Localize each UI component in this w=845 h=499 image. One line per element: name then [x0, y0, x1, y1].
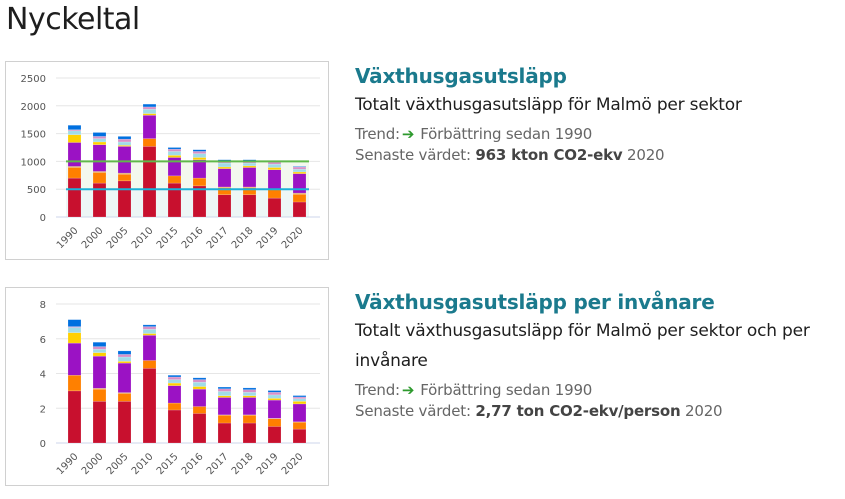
svg-text:2000: 2000 [80, 451, 106, 477]
trend-text: Förbättring sedan 1990 [420, 381, 593, 399]
latest-value: 963 kton CO2-ekv [475, 146, 623, 164]
svg-text:2500: 2500 [21, 74, 46, 85]
svg-text:2018: 2018 [230, 451, 256, 477]
chart-total-emissions[interactable]: 0 500 1000 1500 2000 2500 1990 2000 2005 2010 2015… [5, 61, 329, 260]
svg-text:2010: 2010 [130, 451, 156, 477]
latest-year: 2020 [627, 146, 665, 164]
arrow-right-icon: ➔ [401, 125, 415, 143]
svg-text:1990: 1990 [55, 225, 81, 251]
trend-label: Trend: [355, 381, 400, 399]
svg-text:2000: 2000 [21, 102, 46, 113]
svg-text:0: 0 [40, 439, 46, 450]
svg-text:2016: 2016 [180, 451, 206, 477]
svg-text:4: 4 [40, 370, 46, 381]
arrow-right-icon: ➔ [401, 381, 415, 399]
latest-value-row: Senaste värdet: 2,77 ton CO2-ekv/person … [355, 401, 825, 422]
kpi-title-link[interactable]: Växthusgasutsläpp [355, 64, 567, 88]
trend-row: Trend: ➔ Förbättring sedan 1990 [355, 380, 825, 401]
trend-text: Förbättring sedan 1990 [420, 125, 593, 143]
stacked-bar-chart: 0 2 4 6 8 1990 2000 2005 2010 2015 2016 2017 2018 201… [40, 300, 320, 477]
svg-text:1500: 1500 [21, 130, 46, 141]
latest-value: 2,77 ton CO2-ekv/person [475, 402, 681, 420]
kpi-description: Totalt växthusgasutsläpp för Malmö per s… [355, 321, 810, 371]
svg-text:2005: 2005 [105, 225, 131, 251]
svg-text:2015: 2015 [155, 451, 181, 477]
svg-text:2020: 2020 [280, 451, 306, 477]
page-title: Nyckeltal [6, 2, 140, 37]
svg-text:2005: 2005 [105, 451, 131, 477]
latest-year: 2020 [685, 402, 723, 420]
latest-label: Senaste värdet: [355, 146, 471, 164]
svg-text:1990: 1990 [55, 451, 81, 477]
svg-text:2016: 2016 [180, 225, 206, 251]
trend-label: Trend: [355, 125, 400, 143]
svg-text:2018: 2018 [230, 225, 256, 251]
svg-text:2019: 2019 [255, 225, 281, 251]
svg-text:2017: 2017 [205, 451, 231, 477]
svg-text:2010: 2010 [130, 225, 156, 251]
kpi-title-link[interactable]: Växthusgasutsläpp per invånare [355, 290, 715, 314]
svg-text:0: 0 [40, 213, 46, 224]
svg-text:2: 2 [40, 404, 46, 415]
kpi-info-per-capita: Växthusgasutsläpp per invånare Totalt vä… [355, 290, 825, 422]
svg-text:2015: 2015 [155, 225, 181, 251]
trend-row: Trend: ➔ Förbättring sedan 1990 [355, 124, 825, 145]
svg-text:2000: 2000 [80, 225, 106, 251]
svg-text:2020: 2020 [280, 225, 306, 251]
svg-text:8: 8 [40, 300, 46, 311]
svg-text:2019: 2019 [255, 451, 281, 477]
chart-emissions-per-capita[interactable]: 0 2 4 6 8 1990 2000 2005 2010 2015 2016 2017 2018 201… [5, 287, 329, 486]
svg-text:1000: 1000 [21, 157, 46, 168]
latest-value-row: Senaste värdet: 963 kton CO2-ekv 2020 [355, 145, 825, 166]
svg-text:500: 500 [27, 185, 46, 196]
svg-text:6: 6 [40, 335, 46, 346]
latest-label: Senaste värdet: [355, 402, 471, 420]
kpi-description: Totalt växthusgasutsläpp för Malmö per s… [355, 95, 742, 115]
svg-text:2017: 2017 [205, 225, 231, 251]
kpi-info-total: Växthusgasutsläpp Totalt växthusgasutslä… [355, 64, 825, 166]
